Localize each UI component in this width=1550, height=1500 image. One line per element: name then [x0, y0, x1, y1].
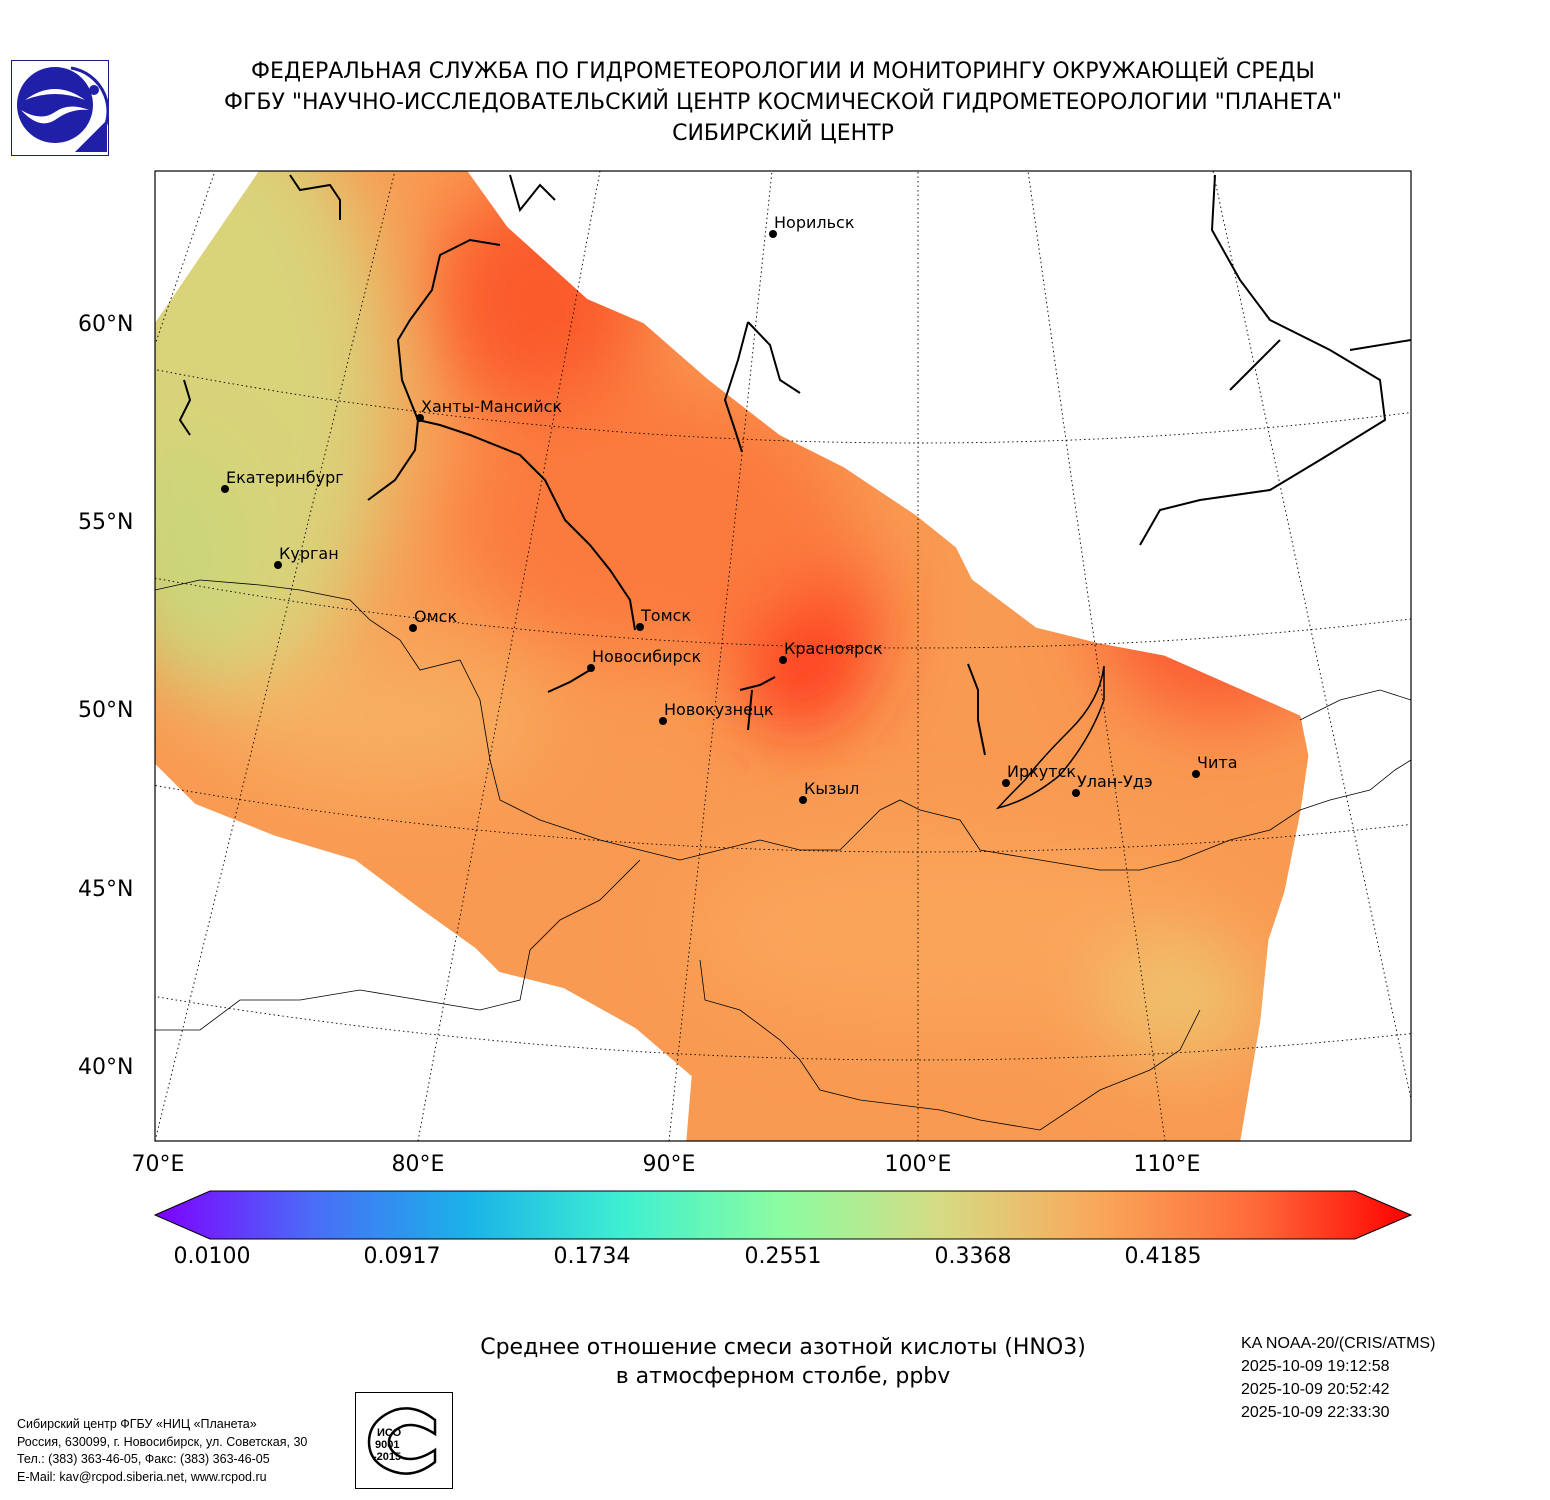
city-marker	[659, 717, 667, 725]
colorbar-tick: 0.3368	[934, 1244, 1012, 1269]
city-label: Чита	[1197, 753, 1238, 772]
svg-text:9001: 9001	[375, 1439, 399, 1451]
city-label: Курган	[279, 544, 339, 563]
lon-label-110: 110°E	[1133, 1152, 1201, 1177]
header-line-1: ФЕДЕРАЛЬНАЯ СЛУЖБА ПО ГИДРОМЕТЕОРОЛОГИИ …	[251, 59, 1315, 84]
footer-line: E-Mail: kav@rcpod.siberia.net, www.rcpod…	[17, 1469, 267, 1484]
satellite-name: KA NOAA-20/(CRIS/ATMS)	[1241, 1335, 1436, 1352]
lat-label-60: 60°N	[78, 312, 134, 337]
footer-line: Россия, 630099, г. Новосибирск, ул. Сове…	[17, 1434, 308, 1449]
lat-label-40: 40°N	[78, 1055, 134, 1080]
city-label: Новосибирск	[592, 647, 701, 666]
city-marker	[799, 796, 807, 804]
city-marker	[1002, 779, 1010, 787]
lon-label-90: 90°E	[642, 1152, 696, 1177]
graticule	[155, 171, 1411, 1141]
city-label: Норильск	[774, 213, 855, 232]
city-marker	[409, 624, 417, 632]
city-label: Ханты-Мансийск	[421, 397, 562, 416]
colorbar-tick: 0.0100	[173, 1244, 251, 1269]
caption-line-2: в атмосферном столбе, ppbv	[615, 1364, 951, 1389]
city-label: Кызыл	[804, 779, 859, 798]
city-marker	[769, 230, 777, 238]
satellite-info: KA NOAA-20/(CRIS/ATMS) 2025-10-09 19:12:…	[1241, 1332, 1435, 1424]
city-label: Иркутск	[1007, 762, 1076, 781]
colorbar-tick: 0.1734	[553, 1244, 631, 1269]
iso-9001-stamp: ИСО 9001 -2015	[355, 1392, 453, 1489]
lat-label-45: 45°N	[78, 877, 134, 902]
city-marker	[779, 656, 787, 664]
city-marker	[416, 414, 424, 422]
meridian-line	[668, 171, 773, 1141]
header-line-2: ФГБУ "НАУЧНО-ИССЛЕДОВАТЕЛЬСКИЙ ЦЕНТР КОС…	[224, 90, 1342, 115]
meridian-line	[155, 171, 396, 1141]
colorbar-tick: 0.2551	[744, 1244, 822, 1269]
header-line-3: СИБИРСКИЙ ЦЕНТР	[672, 121, 894, 146]
hno3-field	[155, 171, 1309, 1141]
hno3-map: Норильск Ханты-Мансийск Екатеринбург Курган…	[153, 170, 1413, 1240]
city-label: Красноярск	[784, 639, 883, 658]
footer-line: Сибирский центр ФГБУ «НИЦ «Планета»	[17, 1417, 257, 1431]
city-markers: Норильск Ханты-Мансийск Екатеринбург Курган…	[221, 213, 1238, 804]
lon-label-80: 80°E	[391, 1152, 445, 1177]
pass-time: 2025-10-09 19:12:58	[1241, 1358, 1390, 1375]
colorbar	[153, 1190, 1413, 1240]
borders	[155, 579, 1411, 1131]
colorbar-tick: 0.4185	[1124, 1244, 1202, 1269]
pass-time: 2025-10-09 20:52:42	[1241, 1381, 1390, 1398]
city-label: Екатеринбург	[226, 468, 344, 487]
pass-time: 2025-10-09 22:33:30	[1241, 1404, 1390, 1421]
city-label: Улан-Удэ	[1077, 772, 1153, 791]
lat-label-55: 55°N	[78, 510, 134, 535]
caption-line-1: Среднее отношение смеси азотной кислоты …	[480, 1335, 1086, 1360]
city-label: Томск	[640, 606, 691, 625]
city-marker	[274, 561, 282, 569]
rivers-coastlines	[178, 174, 1411, 810]
lat-label-50: 50°N	[78, 698, 134, 723]
lon-label-70: 70°E	[131, 1152, 185, 1177]
meridian-line	[155, 171, 216, 347]
meridian-line	[1027, 171, 1166, 1141]
city-label: Новокузнецк	[664, 700, 774, 719]
map-frame	[154, 170, 1412, 1142]
map-caption: Среднее отношение смеси азотной кислоты …	[0, 1333, 1550, 1391]
planeta-logo	[11, 60, 109, 156]
city-marker	[1192, 770, 1200, 778]
colorbar-tick: 0.0917	[363, 1244, 441, 1269]
svg-text:ИСО: ИСО	[377, 1427, 402, 1439]
lon-label-100: 100°E	[884, 1152, 952, 1177]
contact-footer: Сибирский центр ФГБУ «НИЦ «Планета» Росс…	[17, 1416, 307, 1486]
city-marker	[587, 664, 595, 672]
meridian-line	[1212, 171, 1411, 1101]
svg-text:-2015: -2015	[373, 1451, 401, 1463]
city-label: Омск	[414, 607, 457, 626]
city-marker	[221, 485, 229, 493]
footer-line: Тел.: (383) 363-46-05, Факс: (383) 363-4…	[17, 1452, 270, 1466]
city-marker	[1072, 789, 1080, 797]
city-marker	[636, 623, 644, 631]
